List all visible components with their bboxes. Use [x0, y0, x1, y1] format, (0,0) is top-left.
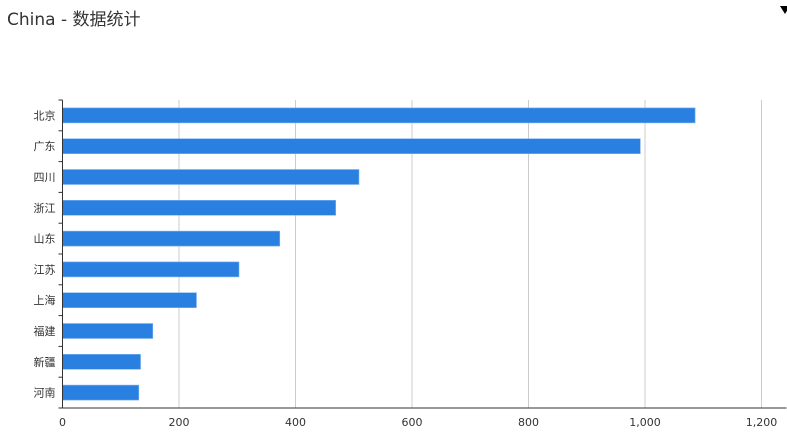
x-tick-label: 1,200 — [746, 416, 778, 429]
bar — [62, 384, 140, 401]
y-tick-label: 浙江 — [34, 202, 56, 215]
bar — [62, 169, 360, 185]
bar — [62, 261, 240, 278]
y-tick-label: 北京 — [34, 108, 56, 122]
x-tick-label: 1,000 — [629, 416, 661, 429]
y-tick-label: 山东 — [34, 233, 56, 246]
bar — [62, 230, 281, 247]
y-tick-label: 上海 — [34, 293, 56, 307]
x-tick-label: 400 — [285, 416, 306, 429]
chart-title: China - 数据统计 — [7, 10, 141, 30]
bar — [62, 323, 154, 339]
bar — [62, 353, 141, 370]
x-tick-label: 200 — [169, 416, 190, 429]
y-tick-label: 新疆 — [34, 355, 56, 369]
y-tick-label: 福建 — [34, 324, 56, 338]
bar — [62, 107, 696, 124]
y-tick-label: 江苏 — [34, 263, 56, 276]
bar — [62, 138, 641, 154]
bar — [62, 292, 197, 309]
y-tick-label: 广东 — [34, 140, 56, 153]
triangle-down-icon[interactable] — [780, 6, 787, 14]
x-tick-label: 600 — [402, 416, 423, 429]
y-tick-label: 四川 — [34, 171, 56, 184]
bar — [62, 200, 336, 216]
x-tick-label: 800 — [518, 416, 539, 429]
x-tick-label: 0 — [59, 416, 66, 429]
y-tick-label: 河南 — [34, 387, 56, 400]
